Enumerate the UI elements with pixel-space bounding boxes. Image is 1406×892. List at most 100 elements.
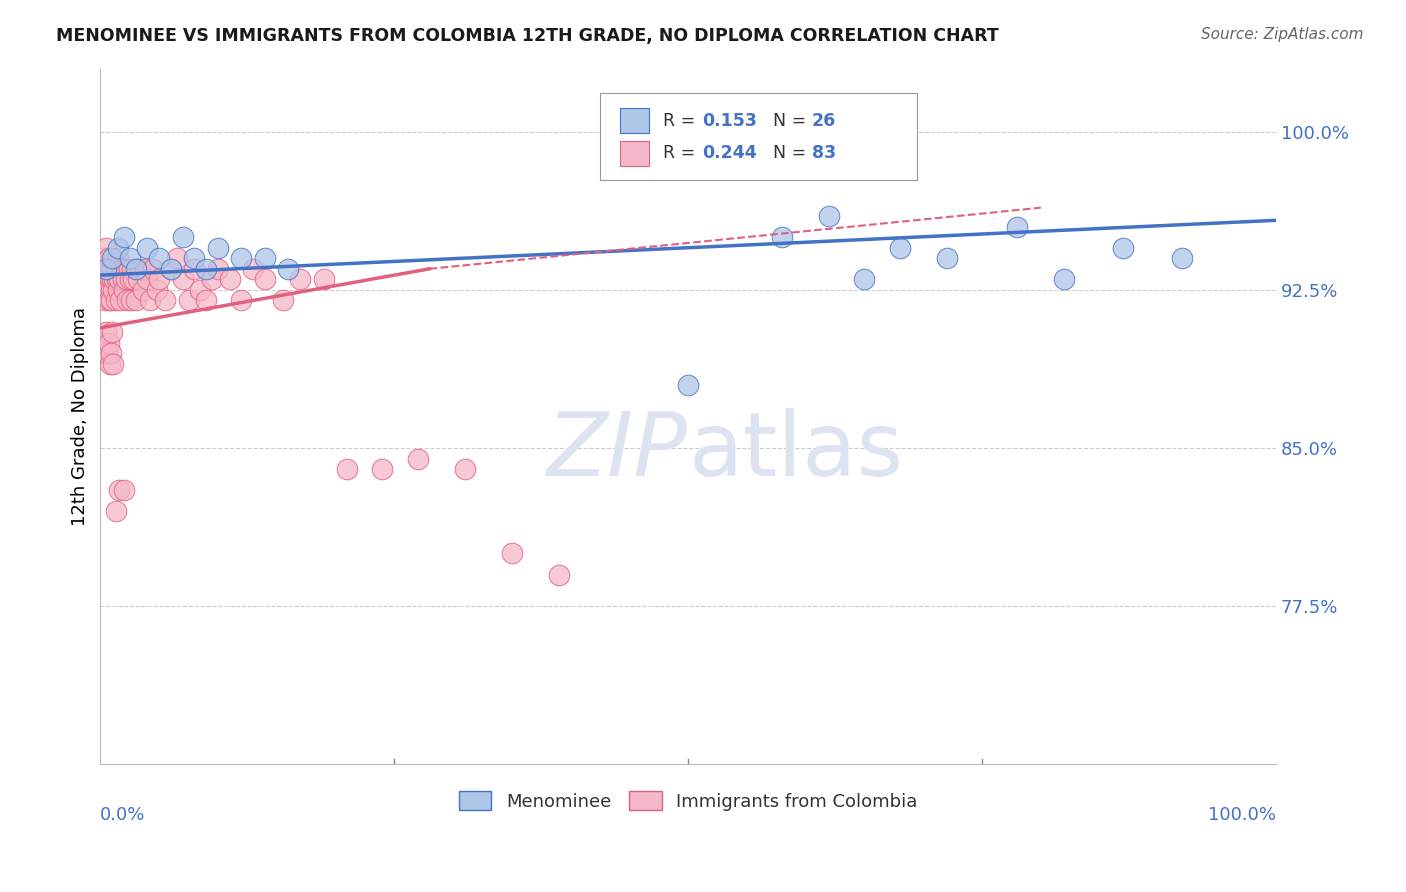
Text: R =: R = [664, 112, 702, 129]
Point [96, 272, 118, 286]
Point [136, 272, 159, 286]
Point [118, 252, 141, 266]
Text: Source: ZipAtlas.com: Source: ZipAtlas.com [1201, 27, 1364, 42]
Text: R =: R = [664, 145, 702, 162]
Point [172, 272, 194, 286]
Point [142, 261, 165, 276]
Point [547, 567, 569, 582]
Point [136, 241, 159, 255]
FancyBboxPatch shape [600, 93, 917, 180]
Point [127, 272, 149, 286]
Point [96, 261, 118, 276]
Point [117, 293, 139, 308]
Point [122, 272, 145, 286]
Point [148, 272, 170, 286]
Point [935, 252, 957, 266]
Point [96, 241, 118, 255]
Point [107, 241, 129, 255]
Text: atlas: atlas [688, 408, 903, 495]
Point [100, 283, 122, 297]
Text: ZIP: ZIP [547, 409, 688, 494]
Point [110, 293, 132, 308]
Point [188, 283, 211, 297]
Point [111, 272, 134, 286]
Point [107, 283, 129, 297]
Point [124, 293, 146, 308]
Point [371, 462, 394, 476]
Point [103, 357, 125, 371]
Point [201, 272, 224, 286]
Point [218, 272, 240, 286]
Point [121, 261, 143, 276]
Text: N =: N = [773, 112, 811, 129]
Bar [620, 141, 650, 166]
Point [118, 272, 141, 286]
Text: 0.244: 0.244 [702, 145, 756, 162]
Point [112, 483, 135, 498]
Point [104, 293, 127, 308]
Legend: Menominee, Immigrants from Colombia: Menominee, Immigrants from Colombia [451, 784, 925, 818]
Point [242, 261, 264, 276]
Y-axis label: 12th Grade, No Diploma: 12th Grade, No Diploma [72, 307, 89, 526]
Point [115, 272, 138, 286]
Point [94, 261, 117, 276]
Point [97, 252, 120, 266]
Point [676, 377, 699, 392]
Point [96, 261, 118, 276]
Point [1053, 272, 1076, 286]
Point [91, 272, 114, 286]
Point [97, 293, 120, 308]
Point [195, 261, 218, 276]
Point [501, 546, 523, 560]
Point [138, 293, 160, 308]
Point [889, 241, 911, 255]
Point [1112, 241, 1135, 255]
Point [112, 283, 135, 297]
Point [131, 283, 153, 297]
Point [160, 261, 183, 276]
Text: N =: N = [773, 145, 811, 162]
Point [231, 293, 253, 308]
Bar [620, 108, 650, 133]
Point [195, 293, 218, 308]
Point [207, 241, 229, 255]
Point [312, 272, 335, 286]
Text: MENOMINEE VS IMMIGRANTS FROM COLOMBIA 12TH GRADE, NO DIPLOMA CORRELATION CHART: MENOMINEE VS IMMIGRANTS FROM COLOMBIA 12… [56, 27, 1000, 45]
Point [101, 325, 124, 339]
Point [177, 293, 200, 308]
Point [108, 483, 131, 498]
Point [98, 261, 121, 276]
Point [770, 230, 793, 244]
Point [104, 261, 127, 276]
Point [114, 261, 136, 276]
Text: 100.0%: 100.0% [1208, 806, 1277, 824]
Point [104, 504, 127, 518]
Point [117, 261, 139, 276]
Point [98, 357, 121, 371]
Point [134, 261, 156, 276]
Point [108, 272, 131, 286]
Point [96, 346, 118, 360]
Point [183, 261, 205, 276]
Point [101, 261, 124, 276]
Point [253, 252, 276, 266]
Point [454, 462, 477, 476]
Point [98, 272, 121, 286]
Point [153, 293, 176, 308]
Text: 0.153: 0.153 [702, 112, 758, 129]
Point [271, 293, 294, 308]
Point [166, 252, 188, 266]
Point [94, 335, 117, 350]
Point [1007, 219, 1029, 234]
Point [103, 283, 125, 297]
Point [101, 272, 124, 286]
Text: 26: 26 [811, 112, 835, 129]
Point [110, 261, 132, 276]
Point [107, 252, 129, 266]
Point [100, 293, 122, 308]
Point [207, 261, 229, 276]
Point [93, 346, 115, 360]
Point [818, 209, 841, 223]
Point [146, 283, 169, 297]
Point [94, 293, 117, 308]
